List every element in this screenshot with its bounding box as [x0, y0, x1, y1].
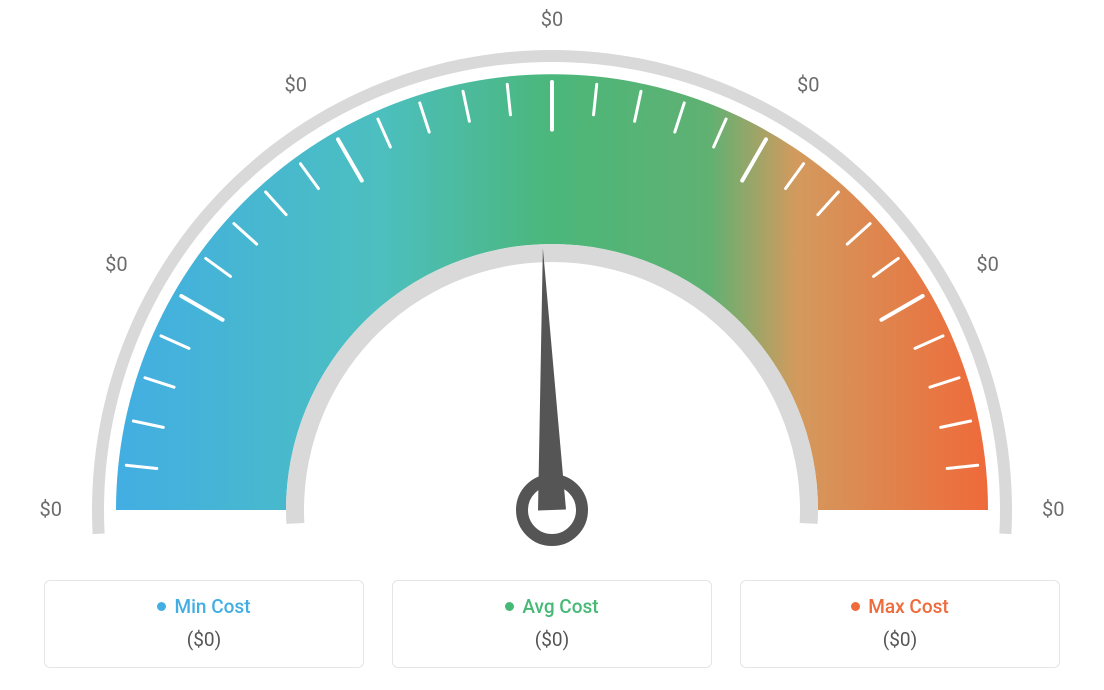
- gauge-tick-label: $0: [976, 252, 998, 276]
- gauge-tick-label: $0: [40, 497, 62, 521]
- legend-value-max: ($0): [741, 628, 1059, 651]
- gauge-needle: [538, 248, 566, 510]
- legend-dot-avg: [505, 602, 514, 611]
- gauge-tick-label: $0: [541, 7, 563, 31]
- legend-dot-min: [157, 602, 166, 611]
- legend-value-avg: ($0): [393, 628, 711, 651]
- gauge-tick-label: $0: [797, 73, 819, 97]
- legend-title-max: Max Cost: [851, 595, 948, 618]
- gauge-tick-label: $0: [285, 73, 307, 97]
- legend-title-avg: Avg Cost: [505, 595, 598, 618]
- legend-card-min: Min Cost ($0): [44, 580, 364, 668]
- gauge-chart: $0 $0 $0 $0 $0 $0 $0: [0, 0, 1104, 570]
- legend-title-min: Min Cost: [157, 595, 250, 618]
- legend-card-max: Max Cost ($0): [740, 580, 1060, 668]
- legend-label-max: Max Cost: [868, 595, 948, 618]
- legend-label-min: Min Cost: [174, 595, 250, 618]
- gauge-tick-label: $0: [1042, 497, 1064, 521]
- legend-card-avg: Avg Cost ($0): [392, 580, 712, 668]
- legend-row: Min Cost ($0) Avg Cost ($0) Max Cost ($0…: [0, 580, 1104, 668]
- gauge-svg: $0 $0 $0 $0 $0 $0 $0: [0, 0, 1104, 570]
- legend-value-min: ($0): [45, 628, 363, 651]
- gauge-tick-label: $0: [105, 252, 127, 276]
- legend-dot-max: [851, 602, 860, 611]
- legend-label-avg: Avg Cost: [522, 595, 598, 618]
